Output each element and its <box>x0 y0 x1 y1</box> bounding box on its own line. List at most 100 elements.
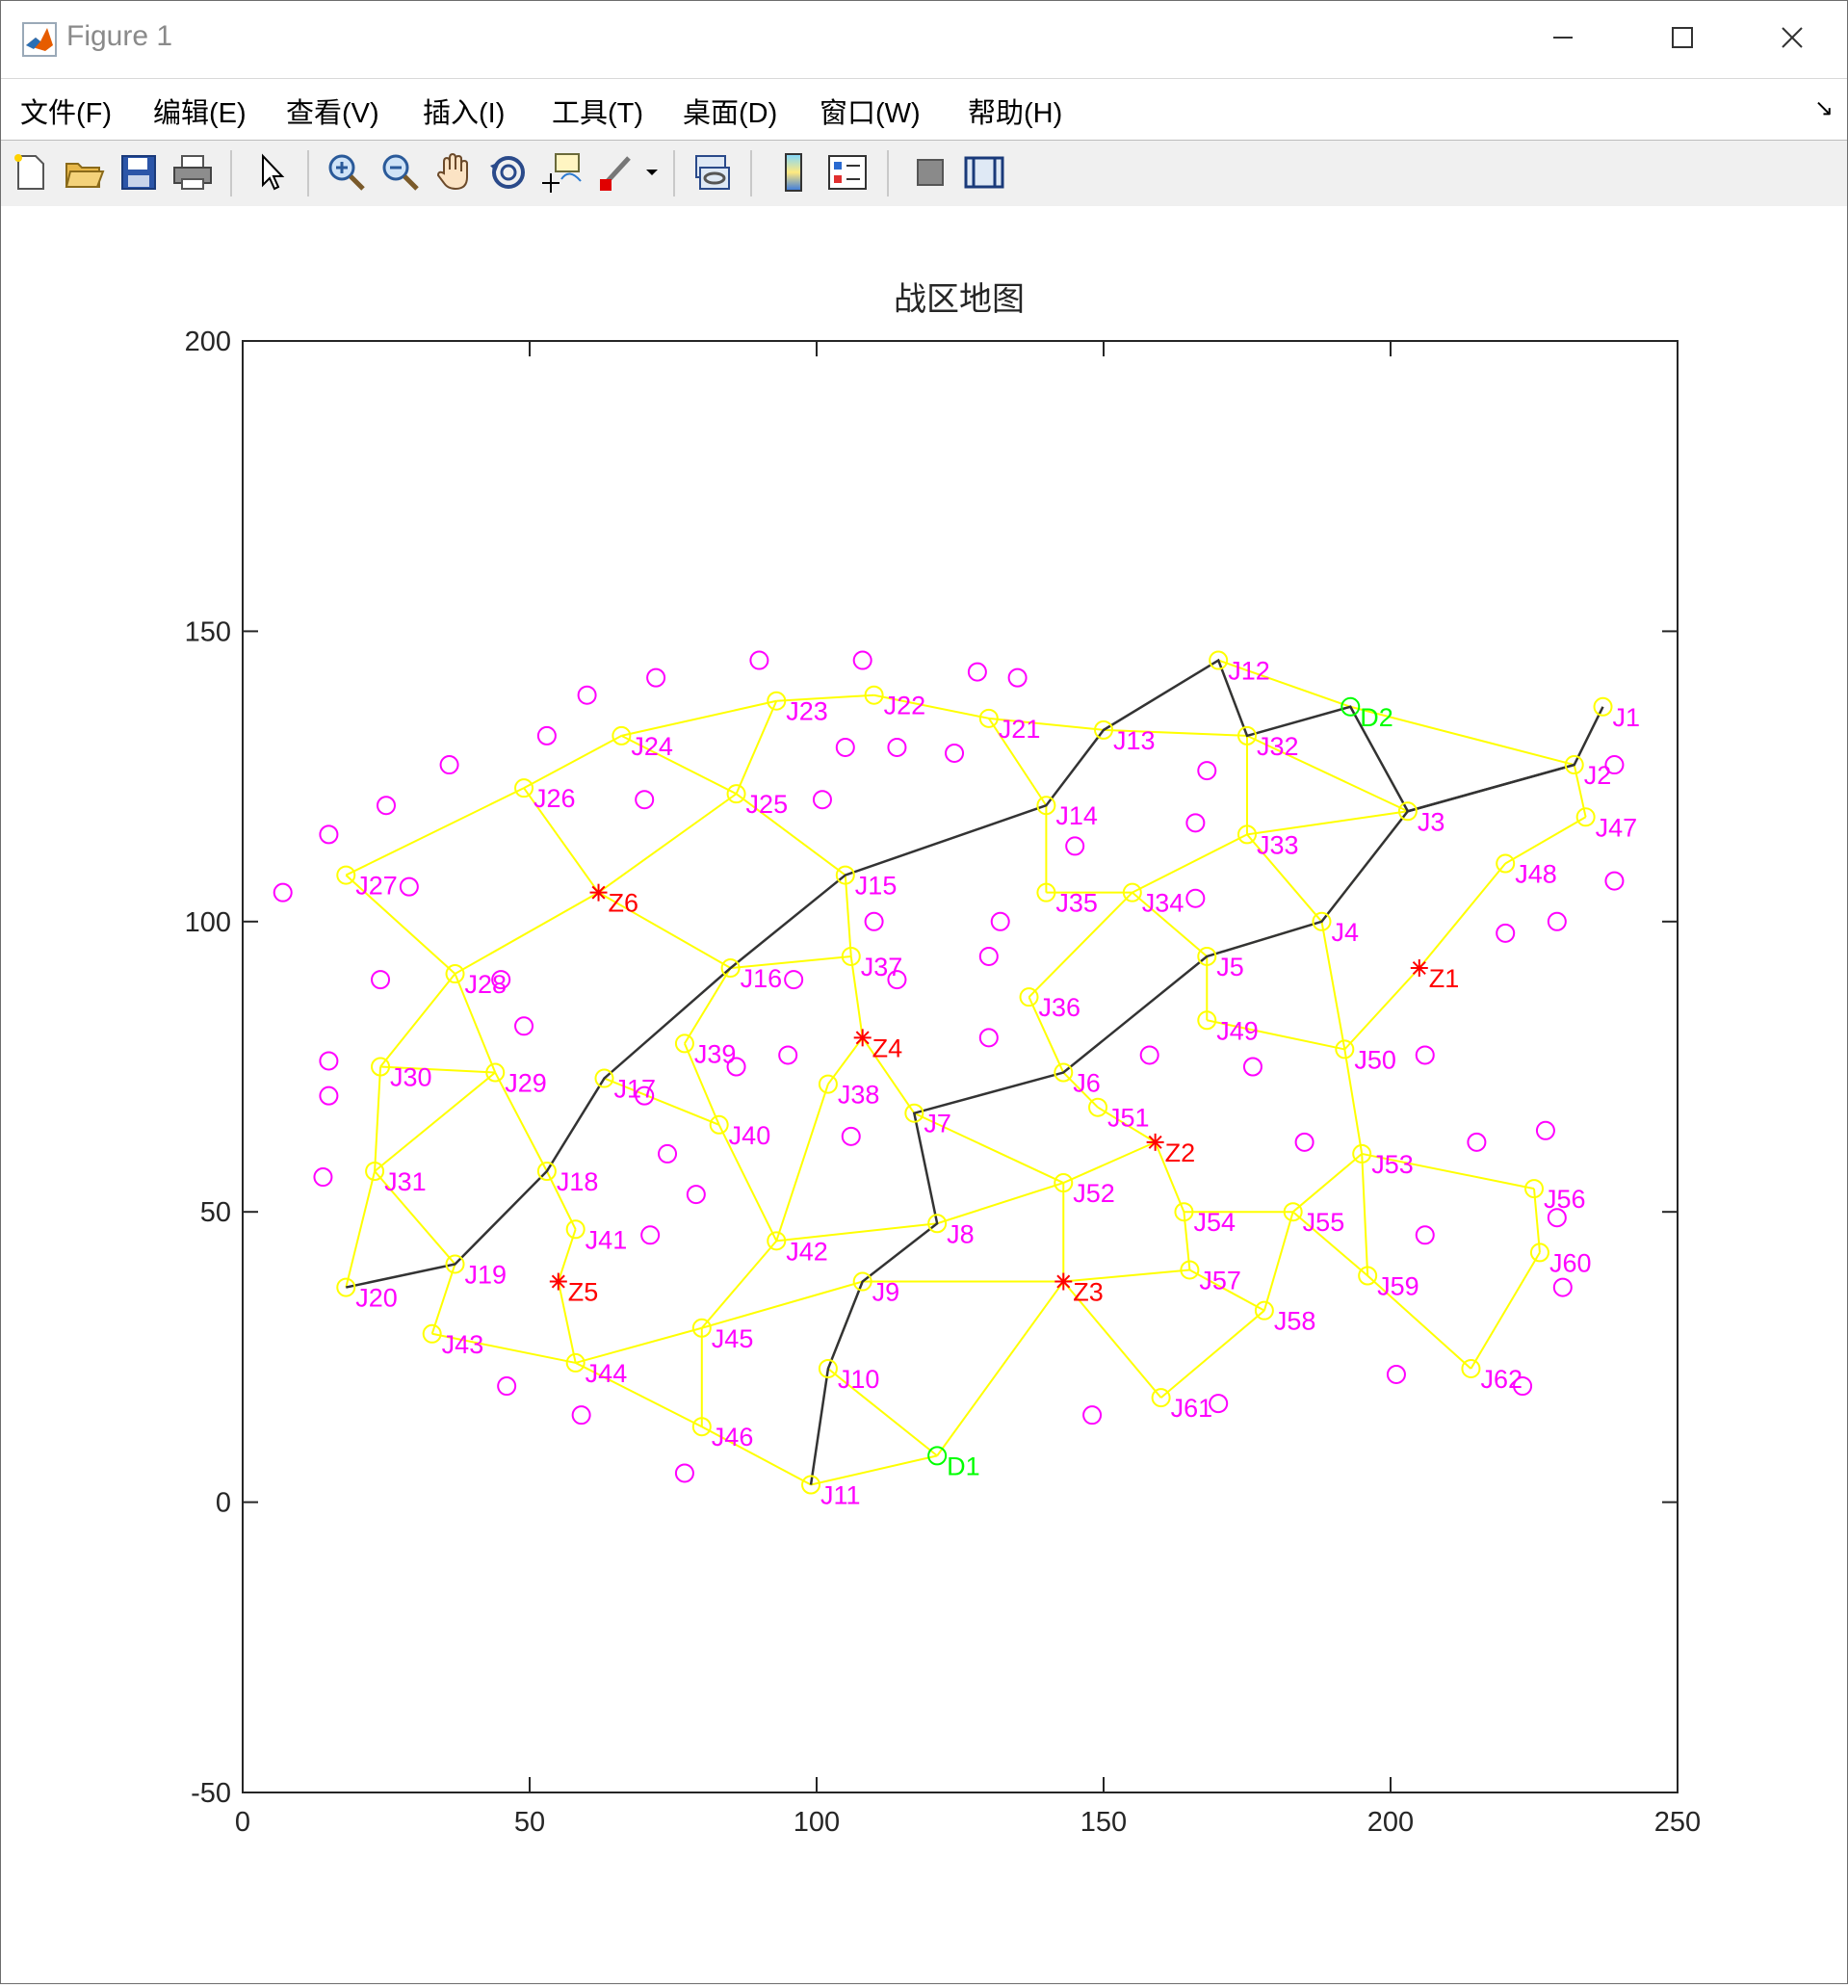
node-marker <box>1564 755 1584 775</box>
point-label: J38 <box>838 1081 880 1110</box>
open-file-icon[interactable] <box>61 148 109 196</box>
point-label: J7 <box>924 1110 951 1138</box>
menu-view[interactable]: 查看(V) <box>286 98 379 129</box>
x-tick-label: 100 <box>794 1807 840 1838</box>
unlabeled-point-marker <box>978 946 999 966</box>
node-marker <box>1036 882 1056 902</box>
menu-file[interactable]: 文件(F) <box>20 98 113 129</box>
unlabeled-point-marker <box>1139 1045 1159 1065</box>
toolbar-separator <box>230 150 232 196</box>
edit-plot-arrow-icon[interactable] <box>247 148 296 196</box>
point-label: J16 <box>741 964 783 993</box>
unlabeled-point-marker <box>1185 888 1206 908</box>
unlabeled-point-marker <box>658 1143 678 1164</box>
unlabeled-point-marker <box>887 970 907 990</box>
unlabeled-point-marker <box>1604 871 1625 891</box>
target-star-marker <box>1054 1272 1073 1291</box>
node-marker <box>514 778 534 798</box>
unlabeled-point-marker <box>1467 1132 1487 1152</box>
toolbar-separator <box>887 150 889 196</box>
rotate-3d-icon[interactable] <box>484 148 533 196</box>
point-label: J47 <box>1596 813 1638 842</box>
menu-insert[interactable]: 插入(I) <box>423 98 506 129</box>
point-label: J30 <box>390 1063 432 1092</box>
show-plot-tools-icon[interactable] <box>960 148 1008 196</box>
edge-line <box>1103 728 1248 737</box>
x-tick-label: 150 <box>1080 1807 1127 1838</box>
node-marker <box>336 1277 356 1297</box>
y-tick-label: 50 <box>200 1197 231 1228</box>
point-label: Z6 <box>609 889 639 918</box>
edge-line <box>1320 921 1346 1050</box>
edge-line <box>557 1281 577 1364</box>
menu-tools[interactable]: 工具(T) <box>552 98 644 129</box>
hide-plot-tools-icon[interactable] <box>906 148 954 196</box>
point-label: J18 <box>557 1167 599 1196</box>
unlabeled-point-marker <box>1082 1405 1103 1426</box>
dock-arrow-icon[interactable]: ↘ <box>1813 95 1834 121</box>
edge-line <box>1154 1141 1185 1213</box>
node-marker <box>1197 1010 1217 1031</box>
point-label: J54 <box>1193 1208 1236 1237</box>
edge-line <box>936 1182 1064 1225</box>
edge-line <box>1246 810 1409 836</box>
point-label: J20 <box>355 1284 398 1313</box>
edge-line <box>683 1042 720 1126</box>
point-label: J29 <box>505 1069 547 1098</box>
zoom-out-icon[interactable] <box>377 148 425 196</box>
target-star-marker <box>1146 1133 1164 1151</box>
node-marker <box>1358 1266 1378 1286</box>
minimize-icon[interactable] <box>1534 14 1592 61</box>
plot-canvas: 战区地图 J1J2J3J4J5J6J7J8J9J10J11J12J13J14J1… <box>185 281 1702 1838</box>
zoom-in-icon[interactable] <box>323 148 371 196</box>
maximize-icon[interactable] <box>1653 14 1711 61</box>
point-label: J42 <box>786 1237 828 1266</box>
close-icon[interactable] <box>1763 14 1821 61</box>
edge-line <box>345 787 525 876</box>
menu-help[interactable]: 帮助(H) <box>968 98 1063 129</box>
new-figure-icon[interactable] <box>7 148 55 196</box>
unlabeled-point-marker <box>852 650 872 670</box>
edge-line <box>597 793 738 894</box>
menu-edit[interactable]: 编辑(E) <box>153 98 247 129</box>
pan-hand-icon[interactable] <box>430 148 479 196</box>
point-label: D1 <box>947 1452 980 1480</box>
edge-line <box>776 693 874 702</box>
unlabeled-point-marker <box>1604 755 1625 775</box>
menu-desktop[interactable]: 桌面(D) <box>683 98 778 129</box>
colorbar-icon[interactable] <box>769 148 818 196</box>
brush-icon[interactable] <box>592 148 640 196</box>
node-marker <box>835 865 855 885</box>
node-marker <box>565 1219 586 1240</box>
unlabeled-point-marker <box>497 1376 517 1397</box>
edge-line <box>379 1065 496 1074</box>
point-label: J25 <box>746 790 789 819</box>
link-plot-icon[interactable] <box>689 148 737 196</box>
edge-line <box>913 1112 1064 1184</box>
x-tick-label: 0 <box>235 1807 250 1838</box>
node-marker <box>1283 1202 1303 1222</box>
edge-line <box>735 793 846 876</box>
point-label: J34 <box>1142 889 1184 918</box>
point-label: J4 <box>1331 918 1359 947</box>
point-label: J12 <box>1228 657 1270 686</box>
data-cursor-icon[interactable] <box>538 148 586 196</box>
node-marker <box>1054 1173 1074 1193</box>
target-star-marker <box>589 883 608 902</box>
print-icon[interactable] <box>169 148 217 196</box>
node-marker <box>1237 824 1257 845</box>
save-icon[interactable] <box>115 148 163 196</box>
unlabeled-point-marker <box>514 1016 534 1036</box>
unlabeled-point-marker <box>1415 1225 1435 1245</box>
menu-window[interactable]: 窗口(W) <box>820 98 921 129</box>
node-marker <box>726 784 746 804</box>
legend-icon[interactable] <box>823 148 872 196</box>
edge-line <box>1262 1211 1294 1311</box>
unlabeled-point-marker <box>536 725 557 746</box>
unlabeled-point-marker <box>841 1126 861 1146</box>
brush-dropdown-icon[interactable] <box>640 148 664 196</box>
edge-line <box>775 1084 829 1242</box>
node-marker <box>1094 719 1113 740</box>
point-label: J27 <box>355 872 398 901</box>
edge-line <box>735 700 778 795</box>
